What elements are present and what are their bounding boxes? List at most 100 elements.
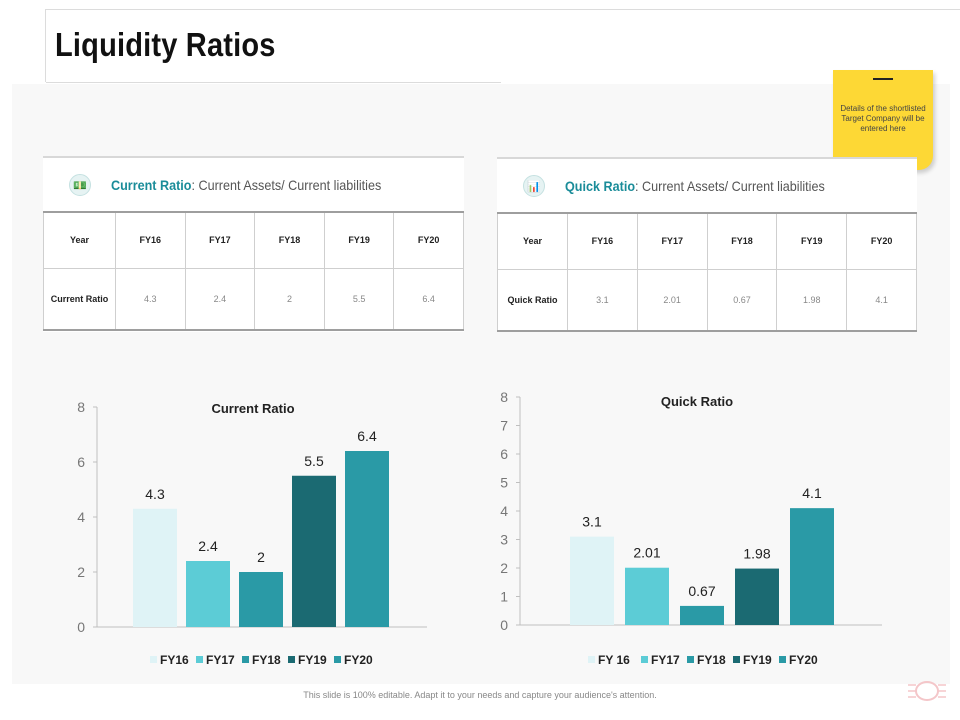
y-tick-label: 8	[500, 389, 508, 405]
table-cell: 2.4	[184, 267, 256, 331]
legend-swatch	[150, 656, 157, 663]
quick-ratio-table: Year FY16 FY17 FY18 FY19 FY20 Quick Rati…	[497, 212, 917, 332]
table-header-cell: FY19	[323, 211, 395, 269]
table-header-cell: FY18	[706, 212, 778, 270]
y-tick-label: 8	[77, 399, 85, 415]
bar-2	[239, 572, 283, 627]
legend-swatch	[588, 656, 595, 663]
bar-2	[680, 605, 724, 625]
data-label: 2.4	[198, 538, 218, 554]
table-cell: 4.1	[846, 268, 917, 332]
legend-swatch	[779, 656, 786, 663]
bar-0	[570, 536, 614, 625]
y-tick-label: 0	[500, 617, 508, 633]
quick-ratio-chart: 0 1 2 3 4 5 6 7 8 Quick Ratio 3.1 2.01 0.67 1.98 4.1 FY…	[500, 389, 882, 667]
legend-swatch	[733, 656, 740, 663]
legend-label: FY16	[160, 653, 189, 667]
current-ratio-table-card: 💵 Current Ratio: Current Assets/ Current…	[43, 156, 464, 332]
footer-note: This slide is 100% editable. Adapt it to…	[303, 690, 657, 700]
quick-ratio-table-header: 📊 Quick Ratio: Current Assets/ Current l…	[497, 157, 917, 212]
legend-swatch	[641, 656, 648, 663]
table-header-cell: Year	[43, 211, 116, 269]
table-header-cell: FY16	[567, 212, 638, 270]
quick-ratio-heading: Quick Ratio: Current Assets/ Current lia…	[565, 178, 825, 194]
table-cell: 0.67	[706, 268, 778, 332]
chart-title: Current Ratio	[211, 401, 294, 416]
bar-chart-icon: 📊	[523, 175, 545, 197]
table-cell: 6.4	[393, 267, 464, 331]
legend-label: FY 16	[598, 653, 630, 667]
table-cell: 4.3	[115, 267, 186, 331]
data-label: 3.1	[582, 514, 602, 530]
data-label: 5.5	[304, 453, 324, 469]
table-cell: 2.01	[636, 268, 708, 332]
y-tick-label: 4	[500, 503, 508, 519]
legend-label: FY19	[743, 653, 772, 667]
table-cell: 5.5	[323, 267, 395, 331]
legend-label: FY19	[298, 653, 327, 667]
data-label: 4.3	[145, 486, 165, 502]
legend-swatch	[242, 656, 249, 663]
legend-label: FY18	[697, 653, 726, 667]
bar-0	[133, 508, 177, 627]
table-header-cell: FY18	[254, 211, 325, 269]
decorative-logo-icon	[908, 681, 946, 701]
data-label: 0.67	[688, 583, 715, 599]
quick-ratio-table-card: 📊 Quick Ratio: Current Assets/ Current l…	[497, 157, 917, 332]
bar-4	[790, 508, 834, 625]
pin-icon	[873, 78, 893, 80]
table-row: Quick Ratio 3.1 2.01 0.67 1.98 4.1	[497, 268, 917, 332]
table-header-cell: FY20	[393, 211, 464, 269]
bar-3	[735, 568, 779, 625]
data-label: 2.01	[633, 545, 660, 561]
table-cell: 1.98	[776, 268, 848, 332]
legend-label: FY20	[344, 653, 373, 667]
y-tick-label: 2	[77, 564, 85, 580]
y-tick-label: 3	[500, 532, 508, 548]
y-tick-label: 6	[77, 454, 85, 470]
table-header-cell: FY17	[184, 211, 256, 269]
sticky-note: Details of the shortlisted Target Compan…	[833, 70, 933, 170]
table-header-cell: Year	[497, 212, 568, 270]
bar-4	[345, 451, 389, 627]
legend-swatch	[334, 656, 341, 663]
y-tick-label: 6	[500, 446, 508, 462]
table-cell: 2	[254, 267, 325, 331]
y-tick-label: 0	[77, 619, 85, 635]
legend-label: FY17	[651, 653, 680, 667]
y-tick-label: 7	[500, 418, 508, 434]
table-header-cell: FY16	[115, 211, 186, 269]
table-cell: 3.1	[567, 268, 638, 332]
current-ratio-table: Year FY16 FY17 FY18 FY19 FY20 Current Ra…	[43, 211, 464, 331]
table-header-cell: FY20	[846, 212, 917, 270]
chart-title: Quick Ratio	[661, 394, 733, 409]
current-ratio-heading: Current Ratio: Current Assets/ Current l…	[111, 177, 382, 193]
y-tick-label: 1	[500, 589, 508, 605]
data-label: 6.4	[357, 428, 377, 444]
money-icon: 💵	[69, 174, 91, 196]
legend-label: FY18	[252, 653, 281, 667]
current-ratio-table-header: 💵 Current Ratio: Current Assets/ Current…	[43, 156, 464, 211]
legend-swatch	[196, 656, 203, 663]
legend-swatch	[288, 656, 295, 663]
legend-label: FY20	[789, 653, 818, 667]
row-label: Quick Ratio	[497, 268, 568, 332]
bar-1	[625, 567, 669, 625]
legend-label: FY17	[206, 653, 235, 667]
bar-3	[292, 475, 336, 627]
y-tick-label: 4	[77, 509, 85, 525]
data-label: 4.1	[802, 485, 822, 501]
y-tick-label: 2	[500, 560, 508, 576]
y-tick-label: 5	[500, 475, 508, 491]
title-frame	[45, 9, 960, 83]
table-row: Current Ratio 4.3 2.4 2 5.5 6.4	[43, 267, 464, 331]
page-title: Liquidity Ratios	[55, 26, 276, 63]
legend-swatch	[687, 656, 694, 663]
table-header-cell: FY19	[776, 212, 848, 270]
table-header-cell: FY17	[636, 212, 708, 270]
sticky-note-text: Details of the shortlisted Target Compan…	[840, 104, 926, 133]
row-label: Current Ratio	[43, 267, 116, 331]
bar-1	[186, 561, 230, 627]
data-label: 2	[257, 549, 265, 565]
current-ratio-chart: 0 2 4 6 8 Current Ratio 4.3 2.4 2 5.5 6.4 FY16 FY17 F…	[77, 399, 427, 667]
